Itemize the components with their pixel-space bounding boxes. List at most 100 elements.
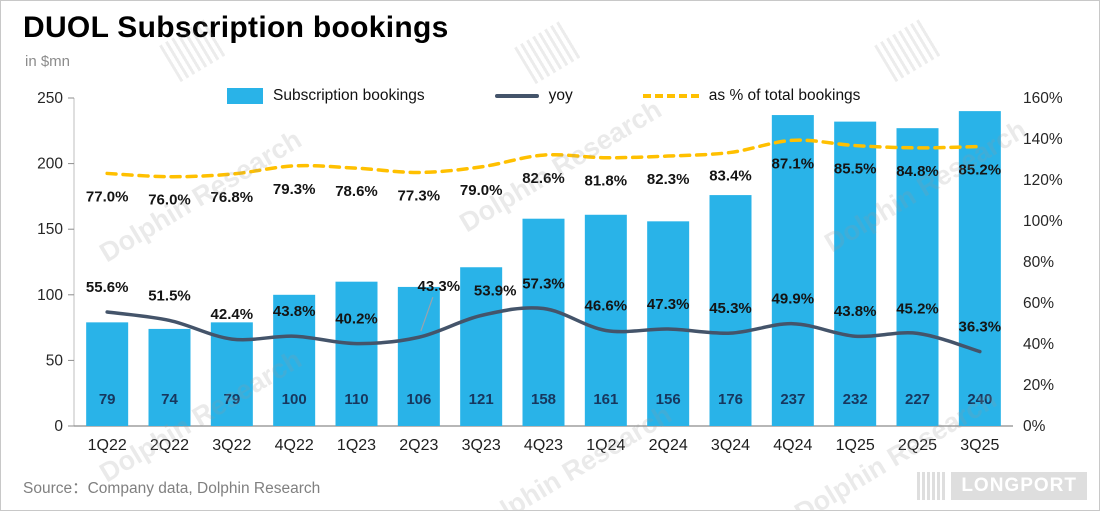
bar-value-1Q25: 232 <box>843 391 868 408</box>
bar-1Q23 <box>335 281 378 426</box>
left-axis-label: 0 <box>54 418 63 435</box>
legend-bar-swatch-icon <box>227 88 263 104</box>
bar-value-1Q24: 161 <box>593 391 618 408</box>
bar-value-4Q22: 100 <box>282 391 307 408</box>
left-axis-label: 50 <box>46 352 64 369</box>
legend-item-pct-total: as % of total bookings <box>642 87 861 105</box>
legend-dash-swatch-icon <box>642 94 699 98</box>
bar-value-3Q24: 176 <box>718 391 743 408</box>
pct-label-3Q25: 85.2% <box>959 162 1002 179</box>
legend-label-subscription-bookings: Subscription bookings <box>273 87 425 104</box>
bar-3Q24 <box>709 195 752 426</box>
pct-label-2Q24: 82.3% <box>647 171 690 188</box>
yoy-label-3Q22: 42.4% <box>211 306 254 323</box>
pct-label-2Q25: 84.8% <box>896 163 939 180</box>
x-axis-label-3Q24: 3Q24 <box>711 437 750 454</box>
x-axis-label-1Q25: 1Q25 <box>836 437 875 454</box>
right-axis-label: 160% <box>1023 90 1063 107</box>
bar-value-4Q24: 237 <box>780 391 805 408</box>
pct-label-1Q25: 85.5% <box>834 161 877 178</box>
x-axis-label-2Q24: 2Q24 <box>649 437 688 454</box>
page-title: DUOL Subscription bookings <box>23 11 449 44</box>
left-axis-label: 200 <box>37 156 63 173</box>
x-axis-label-2Q25: 2Q25 <box>898 437 937 454</box>
right-axis-label: 100% <box>1023 213 1063 230</box>
pct-label-3Q24: 83.4% <box>709 167 752 184</box>
yoy-label-1Q23: 40.2% <box>335 311 378 328</box>
bar-3Q23 <box>460 267 503 426</box>
bar-value-1Q23: 110 <box>344 391 368 408</box>
yoy-label-2Q23: 43.3% <box>418 278 461 295</box>
pct-label-1Q22: 77.0% <box>86 188 129 205</box>
bar-value-3Q23: 121 <box>469 391 494 408</box>
bar-4Q22 <box>273 294 316 426</box>
x-axis-label-4Q23: 4Q23 <box>524 437 563 454</box>
bar-1Q25 <box>834 121 877 426</box>
pct-label-1Q24: 81.8% <box>585 173 628 190</box>
x-axis-label-4Q24: 4Q24 <box>773 437 812 454</box>
bar-2Q23 <box>397 286 440 426</box>
yoy-line <box>105 306 982 354</box>
bar-value-2Q22: 74 <box>161 391 178 408</box>
yoy-label-1Q24: 46.6% <box>585 297 628 314</box>
pct-total-line <box>105 138 982 179</box>
pct-label-4Q24: 87.1% <box>772 155 815 172</box>
source-note: Source：Company data, Dolphin Research <box>23 480 321 497</box>
pct-label-2Q23: 77.3% <box>398 187 441 204</box>
x-axis-label-3Q25: 3Q25 <box>960 437 999 454</box>
bar-2Q24 <box>647 221 690 426</box>
right-axis-label: 140% <box>1023 131 1063 148</box>
legend-label-yoy: yoy <box>548 87 573 104</box>
legend-item-subscription-bookings: Subscription bookings <box>227 87 425 105</box>
brand-wordmark: LONGPORT <box>951 472 1087 500</box>
yoy-label-1Q25: 43.8% <box>834 303 877 320</box>
x-axis-label-2Q22: 2Q22 <box>150 437 189 454</box>
yoy-label-4Q24: 49.9% <box>772 291 815 308</box>
x-axis-label-3Q23: 3Q23 <box>462 437 501 454</box>
bar-value-3Q22: 79 <box>223 391 240 408</box>
legend: Subscription bookings yoy as % of total … <box>227 87 860 105</box>
pct-label-3Q22: 76.8% <box>211 189 254 206</box>
pct-label-1Q23: 78.6% <box>335 183 378 200</box>
bar-value-2Q24: 156 <box>656 391 681 408</box>
yoy-label-2Q24: 47.3% <box>647 296 690 313</box>
brand-longport: LONGPORT <box>915 472 1087 500</box>
right-axis-label: 0% <box>1023 418 1046 435</box>
legend-label-pct-total: as % of total bookings <box>708 87 861 104</box>
bar-1Q24 <box>584 214 627 426</box>
right-axis-label: 20% <box>1023 377 1054 394</box>
x-axis-label-1Q24: 1Q24 <box>586 437 625 454</box>
yoy-label-1Q22: 55.6% <box>86 279 129 296</box>
right-axis-label: 60% <box>1023 295 1054 312</box>
bar-value-2Q23: 106 <box>406 391 431 408</box>
bar-4Q23 <box>522 218 565 426</box>
yoy-label-3Q24: 45.3% <box>709 300 752 317</box>
pct-label-4Q22: 79.3% <box>273 181 316 198</box>
yoy-label-4Q22: 43.8% <box>273 303 316 320</box>
bar-1Q22 <box>86 322 129 426</box>
yoy-label-2Q22: 51.5% <box>148 287 191 304</box>
bar-value-1Q22: 79 <box>99 391 116 408</box>
yoy-label-3Q23: 53.9% <box>474 283 517 300</box>
yoy-label-leader-line <box>420 297 434 332</box>
x-axis-label-3Q22: 3Q22 <box>212 437 251 454</box>
x-axis-label-2Q23: 2Q23 <box>399 437 438 454</box>
bar-2Q25 <box>896 128 939 426</box>
longport-logo-icon <box>915 472 946 500</box>
axis-unit-label: in $mn <box>25 53 71 70</box>
yoy-label-4Q23: 57.3% <box>522 276 565 293</box>
x-axis-label-1Q22: 1Q22 <box>88 437 127 454</box>
right-axis-label: 80% <box>1023 254 1054 271</box>
bar-3Q25 <box>958 111 1001 427</box>
bar-value-4Q23: 158 <box>531 391 556 408</box>
right-axis-label: 120% <box>1023 172 1063 189</box>
x-axis-label-4Q22: 4Q22 <box>275 437 314 454</box>
bar-value-2Q25: 227 <box>905 391 930 408</box>
bar-2Q22 <box>148 328 191 426</box>
bar-value-3Q25: 240 <box>967 391 992 408</box>
pct-label-3Q23: 79.0% <box>460 182 503 199</box>
legend-item-yoy: yoy <box>494 87 573 105</box>
left-axis-label: 100 <box>37 287 63 304</box>
